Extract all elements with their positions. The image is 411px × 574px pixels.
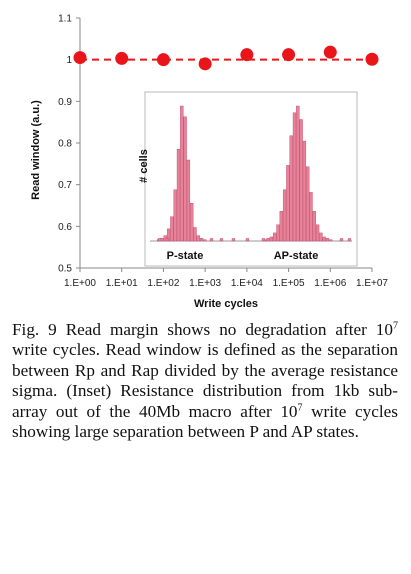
histogram-bar	[312, 211, 316, 242]
histogram-bar	[209, 238, 214, 242]
data-point	[240, 48, 254, 62]
histogram-bar	[286, 165, 290, 242]
histogram-bar	[329, 239, 333, 242]
histogram-bar	[325, 238, 330, 242]
histogram-bar	[261, 238, 266, 242]
x-tick-label: 1.E+07	[356, 278, 388, 289]
histogram-bar	[219, 238, 224, 242]
histogram-bar	[266, 238, 270, 242]
data-point	[156, 53, 170, 67]
histogram-bar	[273, 232, 277, 242]
x-tick-label: 1.E+05	[273, 278, 305, 289]
y-tick-label: 0.9	[58, 97, 72, 108]
histogram-bar	[339, 238, 344, 242]
histogram-bar	[276, 224, 280, 242]
histogram-bar	[299, 119, 303, 242]
histogram-bar	[157, 238, 162, 242]
y-tick-label: 1.1	[58, 14, 72, 25]
y-tick-label: 0.7	[58, 180, 72, 191]
x-tick-label: 1.E+04	[231, 278, 263, 289]
data-point	[198, 57, 212, 71]
data-point	[115, 51, 129, 65]
inset-bars	[157, 105, 352, 242]
inset-label-ap-state: AP-state	[274, 250, 319, 262]
x-tick-label: 1.E+01	[106, 278, 138, 289]
x-axis-title: Write cycles	[194, 298, 258, 310]
histogram-bar	[186, 159, 191, 242]
histogram-bar	[231, 238, 236, 242]
histogram-bar	[193, 227, 197, 242]
inset-y-label: # cells	[138, 149, 150, 183]
histogram-bar	[173, 189, 177, 242]
histogram-bar	[289, 135, 293, 242]
x-tick-label: 1.E+03	[189, 278, 221, 289]
y-axis-title: Read window (a.u.)	[30, 100, 42, 200]
histogram-bar	[279, 211, 283, 242]
histogram-bar	[269, 236, 274, 242]
histogram-bar	[170, 216, 174, 242]
caption-exponent-2: 7	[297, 401, 303, 413]
x-tick-labels: 1.E+00 1.E+01 1.E+02 1.E+03 1.E+04 1.E+05 1.E+…	[64, 278, 388, 289]
y-tick-label: 0.6	[58, 222, 72, 233]
histogram-bar	[347, 238, 352, 242]
data-point	[323, 45, 337, 59]
histogram-bar	[292, 112, 297, 242]
y-tick-labels: 0.5 0.6 0.7 0.8 0.9 1 1.1	[58, 14, 72, 275]
histogram-bar	[199, 238, 204, 242]
y-tick-label: 0.5	[58, 264, 72, 275]
inset-histogram: # cells P-state AP-state	[138, 91, 358, 267]
caption-text-2: write cycles. Read window is defined as …	[12, 340, 398, 421]
figure-caption: Fig. 9 Read margin shows no degradation …	[12, 320, 398, 442]
histogram-bar	[183, 116, 187, 242]
histogram-bar	[315, 224, 320, 242]
inset-label-p-state: P-state	[167, 250, 204, 262]
histogram-bar	[180, 105, 184, 242]
histogram-bar	[309, 192, 313, 242]
histogram-bar	[319, 232, 323, 242]
x-tick-label: 1.E+02	[147, 278, 179, 289]
data-point	[365, 52, 379, 66]
data-point	[282, 48, 296, 62]
x-tick-label: 1.E+00	[64, 278, 96, 289]
x-tick-label: 1.E+06	[314, 278, 346, 289]
caption-exponent-1: 7	[393, 320, 398, 332]
histogram-bar	[165, 238, 170, 242]
histogram-bar	[176, 148, 181, 242]
data-points	[73, 45, 379, 71]
histogram-bar	[282, 189, 287, 242]
histogram-bar	[196, 235, 200, 242]
histogram-bar	[190, 202, 194, 242]
data-point	[73, 51, 87, 65]
histogram-bar	[302, 140, 307, 242]
histogram-bar	[296, 105, 300, 242]
histogram-bar	[203, 239, 207, 242]
histogram-bar	[306, 166, 310, 242]
histogram-bar	[322, 236, 326, 242]
y-tick-label: 0.8	[58, 139, 72, 150]
read-window-chart: 0.50.60.70.80.911.1 1.E+00 1.E+01 1.E+02 1.…	[30, 14, 388, 311]
caption-text-3: write cycles showing large separation be…	[12, 401, 398, 442]
caption-text-1: Fig. 9 Read margin shows no degradation …	[12, 320, 393, 339]
y-tick-label: 1	[66, 55, 72, 66]
histogram-bar	[245, 238, 250, 242]
